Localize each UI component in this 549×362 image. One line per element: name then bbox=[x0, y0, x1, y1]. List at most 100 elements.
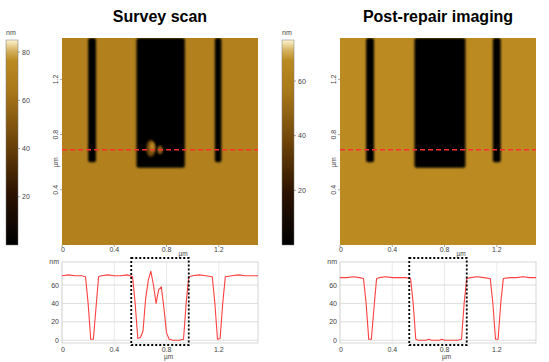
plot-frame bbox=[62, 262, 258, 343]
figure: Survey scan nm 20 40 60 80 0 0.4 0.8 1.2 µm 0.4 0.8 1… bbox=[0, 0, 549, 362]
colorbar-tick-label: 20 bbox=[298, 187, 306, 194]
x-tick-label: 0.8 bbox=[162, 246, 172, 253]
colorbar-tick-label: 20 bbox=[22, 193, 30, 200]
colorbar bbox=[282, 40, 294, 245]
x-tick-label: 0 bbox=[339, 246, 343, 253]
y-tick-label: 60 bbox=[51, 282, 59, 289]
grid-line bbox=[340, 321, 536, 322]
colorbar-tick bbox=[18, 100, 20, 101]
grid-line bbox=[496, 262, 497, 343]
plot-frame bbox=[340, 262, 536, 343]
grid-line bbox=[62, 285, 258, 286]
colorbar-tick bbox=[18, 52, 20, 53]
y-tick bbox=[60, 79, 62, 80]
profile-line bbox=[340, 277, 536, 341]
grid-line bbox=[218, 262, 219, 343]
colorbar-label: nm bbox=[6, 29, 16, 36]
colorbar-tick-label: 40 bbox=[298, 132, 306, 139]
x-axis-label: µm bbox=[179, 250, 188, 258]
profile-panel: 020406000.40.81.2nmµm bbox=[327, 258, 536, 361]
grid-line bbox=[444, 262, 445, 343]
highlight-box bbox=[409, 258, 466, 345]
colorbar-tick-label: 40 bbox=[22, 145, 30, 152]
grid-line bbox=[62, 303, 258, 304]
y-tick bbox=[338, 79, 340, 80]
y-axis-label: µm bbox=[52, 157, 60, 167]
y-tick bbox=[338, 134, 340, 135]
profile-line bbox=[62, 149, 258, 151]
colorbar-tick bbox=[294, 81, 296, 82]
image-area bbox=[340, 38, 536, 245]
image-area bbox=[62, 38, 258, 245]
grid-line bbox=[62, 321, 258, 322]
trench bbox=[136, 38, 184, 168]
y-tick-label: 0 bbox=[333, 337, 337, 344]
y-tick-label: 1.2 bbox=[52, 74, 59, 84]
y-tick-label: 40 bbox=[51, 300, 59, 307]
y-tick-label: 40 bbox=[329, 300, 337, 307]
highlight-box bbox=[131, 258, 188, 345]
colorbar-tick-label: 60 bbox=[298, 78, 306, 85]
grid-line bbox=[62, 340, 258, 341]
surface bbox=[340, 38, 536, 245]
y-axis-label: nm bbox=[327, 258, 337, 265]
x-tick-label: 1.2 bbox=[214, 346, 224, 353]
grid-line bbox=[340, 285, 536, 286]
x-tick-label: 0 bbox=[61, 246, 65, 253]
x-tick-label: 0.8 bbox=[440, 246, 450, 253]
x-tick-label: 0.4 bbox=[109, 346, 119, 353]
x-tick-label: 0.8 bbox=[162, 346, 172, 353]
trench bbox=[414, 38, 465, 168]
x-tick-label: 1.2 bbox=[492, 346, 502, 353]
y-tick bbox=[338, 189, 340, 190]
heatmap-panel: Post-repair imaging nm 20 40 60 0 0.4 0.8 1.2 µm 0… bbox=[282, 8, 536, 258]
heatmap-panel: Survey scan nm 20 40 60 80 0 0.4 0.8 1.2 µm 0.4 0.8 1… bbox=[6, 8, 258, 258]
y-tick-label: 0.4 bbox=[52, 185, 59, 195]
y-tick-label: 0 bbox=[55, 337, 59, 344]
profile-line bbox=[340, 149, 536, 151]
x-axis-label: µm bbox=[442, 353, 451, 361]
colorbar-tick bbox=[18, 148, 20, 149]
colorbar-tick bbox=[294, 190, 296, 191]
x-tick-label: 0.4 bbox=[109, 246, 119, 253]
grid-line bbox=[114, 262, 115, 343]
trench bbox=[366, 38, 374, 162]
plot-area bbox=[340, 277, 536, 341]
y-axis-label: nm bbox=[49, 258, 59, 265]
y-tick bbox=[60, 134, 62, 135]
title: Survey scan bbox=[113, 8, 207, 25]
profile-line bbox=[62, 271, 258, 340]
colorbar-label: nm bbox=[282, 29, 292, 36]
x-tick-label: 0 bbox=[339, 346, 343, 353]
grid-line bbox=[62, 262, 63, 343]
y-tick-label: 1.2 bbox=[330, 74, 337, 84]
x-tick-label: 1.2 bbox=[214, 246, 224, 253]
y-tick bbox=[60, 189, 62, 190]
surface bbox=[62, 38, 258, 245]
trench bbox=[88, 38, 96, 162]
trench bbox=[215, 38, 222, 162]
x-tick-label: 1.2 bbox=[492, 246, 502, 253]
y-tick-label: 0.8 bbox=[52, 130, 59, 140]
y-tick-label: 60 bbox=[329, 282, 337, 289]
x-tick-label: 0.4 bbox=[387, 246, 397, 253]
x-tick-label: 0.4 bbox=[387, 346, 397, 353]
colorbar-tick-label: 60 bbox=[22, 97, 30, 104]
debris bbox=[146, 140, 155, 157]
y-axis-label: µm bbox=[330, 157, 338, 167]
x-axis-label: µm bbox=[164, 353, 173, 361]
y-tick-label: 20 bbox=[51, 318, 59, 325]
trench bbox=[493, 38, 501, 162]
y-tick-label: 20 bbox=[329, 318, 337, 325]
y-tick-label: 0.8 bbox=[330, 130, 337, 140]
colorbar bbox=[6, 40, 18, 245]
x-axis-label: µm bbox=[457, 250, 466, 258]
colorbar-tick-label: 80 bbox=[22, 49, 30, 56]
plot-area bbox=[62, 271, 258, 340]
grid-line bbox=[392, 262, 393, 343]
y-tick-label: 0.4 bbox=[330, 185, 337, 195]
grid-line bbox=[340, 262, 341, 343]
x-tick-label: 0 bbox=[61, 346, 65, 353]
title: Post-repair imaging bbox=[363, 8, 513, 25]
profile-panel: 0 20 40 60 0 0.4 0.8 1.2 nm µm bbox=[49, 258, 258, 361]
